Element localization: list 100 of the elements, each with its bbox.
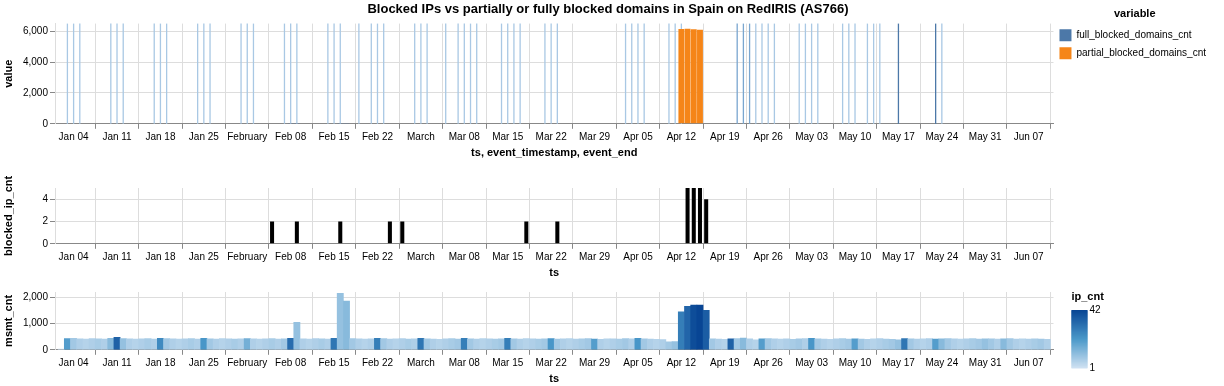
x-tick-label: May 31 bbox=[968, 250, 1003, 262]
color-bar-label: 42 bbox=[1089, 303, 1102, 315]
x-axis-title: ts, event_timestamp, event_end bbox=[471, 146, 638, 159]
bar bbox=[704, 199, 709, 244]
x-tick-label: Mar 15 bbox=[492, 250, 524, 262]
x-tick-label: Jan 25 bbox=[188, 250, 220, 262]
bar bbox=[1043, 338, 1051, 350]
color-bar-label: 1 bbox=[1089, 361, 1096, 373]
x-tick-label: Apr 12 bbox=[666, 130, 697, 142]
bar bbox=[1000, 338, 1008, 350]
x-tick-label: March bbox=[407, 130, 435, 142]
y-tick-label: 0 bbox=[42, 237, 49, 249]
bar bbox=[400, 221, 405, 244]
x-tick-label: Apr 05 bbox=[623, 130, 654, 142]
x-tick-label: Feb 15 bbox=[318, 356, 351, 368]
x-tick-label: Mar 29 bbox=[578, 130, 611, 142]
bar bbox=[387, 221, 392, 244]
x-tick-label: May 17 bbox=[882, 130, 916, 142]
x-tick-label: March bbox=[407, 250, 435, 262]
x-tick-label: Mar 29 bbox=[578, 250, 611, 262]
x-tick-label: Apr 19 bbox=[710, 250, 740, 262]
x-tick-label: Feb 08 bbox=[275, 130, 307, 142]
x-tick-label: February bbox=[227, 356, 268, 368]
x-tick-label: May 03 bbox=[795, 356, 829, 368]
bar bbox=[510, 338, 518, 350]
bar bbox=[691, 188, 696, 244]
y-tick-label: 6,000 bbox=[22, 25, 49, 37]
y-tick-label: 1,000 bbox=[22, 317, 49, 329]
bar bbox=[343, 300, 350, 350]
y-tick-label: 2,000 bbox=[22, 86, 49, 98]
x-tick-label: Apr 05 bbox=[623, 356, 654, 368]
x-tick-label: Jun 07 bbox=[1013, 356, 1045, 368]
x-tick-label: Mar 15 bbox=[492, 130, 524, 142]
bar bbox=[907, 338, 915, 350]
x-tick-label: February bbox=[227, 250, 268, 262]
x-tick-label: March bbox=[407, 356, 435, 368]
bar bbox=[107, 337, 115, 350]
x-tick-label: May 24 bbox=[925, 356, 959, 368]
x-tick-label: May 24 bbox=[925, 130, 959, 142]
x-tick-label: Jun 07 bbox=[1013, 250, 1045, 262]
x-tick-label: Jan 18 bbox=[145, 130, 176, 142]
x-tick-label: Jun 07 bbox=[1013, 130, 1045, 142]
y-axis-title: msmt_cnt bbox=[1, 294, 14, 347]
x-tick-label: Mar 08 bbox=[448, 130, 481, 142]
x-tick-label: Jan 04 bbox=[58, 356, 90, 368]
bar bbox=[938, 338, 946, 350]
bar bbox=[697, 188, 702, 244]
x-tick-label: May 03 bbox=[795, 250, 829, 262]
x-tick-label: Jan 11 bbox=[102, 250, 133, 262]
x-tick-label: Feb 15 bbox=[318, 250, 351, 262]
x-tick-label: May 17 bbox=[882, 356, 916, 368]
bar bbox=[417, 337, 425, 350]
x-tick-label: May 31 bbox=[968, 356, 1003, 368]
bar bbox=[293, 321, 301, 350]
x-tick-label: Apr 12 bbox=[666, 356, 697, 368]
bar bbox=[555, 221, 560, 244]
bar bbox=[294, 221, 299, 244]
x-tick-label: Apr 05 bbox=[623, 250, 654, 262]
bar bbox=[200, 337, 208, 350]
x-tick-label: Jan 04 bbox=[58, 130, 90, 142]
x-tick-label: Feb 15 bbox=[318, 130, 351, 142]
x-tick-label: Jan 11 bbox=[102, 356, 133, 368]
y-tick-label: 4,000 bbox=[22, 55, 49, 67]
x-tick-label: Jan 18 bbox=[145, 250, 176, 262]
bar bbox=[702, 310, 710, 350]
y-tick-label: 2,000 bbox=[22, 291, 49, 302]
legend-label: partial_blocked_domains_cnt bbox=[1076, 46, 1207, 58]
x-tick-label: Feb 22 bbox=[361, 130, 394, 142]
x-tick-label: Jan 04 bbox=[58, 250, 90, 262]
x-tick-label: Mar 29 bbox=[578, 356, 611, 368]
y-tick-label: 0 bbox=[42, 117, 49, 129]
x-tick-label: May 10 bbox=[838, 130, 872, 142]
y-tick-label: 2 bbox=[42, 215, 49, 227]
x-tick-label: Mar 22 bbox=[535, 250, 568, 262]
legend-title: variable bbox=[1113, 6, 1156, 19]
y-axis-title: blocked_ip_cnt bbox=[1, 175, 14, 256]
bar bbox=[685, 188, 690, 244]
bar bbox=[270, 221, 275, 244]
x-tick-label: Feb 08 bbox=[275, 250, 307, 262]
x-tick-label: Mar 08 bbox=[448, 356, 481, 368]
x-tick-label: Apr 26 bbox=[753, 130, 784, 142]
bar bbox=[338, 221, 343, 244]
x-tick-label: Apr 19 bbox=[710, 356, 740, 368]
x-tick-label: Jan 25 bbox=[188, 356, 220, 368]
y-tick-label: 0 bbox=[42, 343, 49, 355]
y-axis-title: value bbox=[1, 59, 14, 88]
x-tick-label: Apr 26 bbox=[753, 356, 784, 368]
x-tick-label: May 10 bbox=[838, 250, 872, 262]
x-tick-label: Apr 26 bbox=[753, 250, 784, 262]
x-tick-label: Jan 25 bbox=[188, 130, 220, 142]
x-tick-label: Feb 22 bbox=[361, 356, 394, 368]
x-tick-label: Feb 08 bbox=[275, 356, 307, 368]
x-tick-label: May 31 bbox=[968, 130, 1003, 142]
x-tick-label: Mar 15 bbox=[492, 356, 524, 368]
x-tick-label: Mar 08 bbox=[448, 250, 481, 262]
x-tick-label: Jan 11 bbox=[102, 130, 133, 142]
chart-title: Blocked IPs vs partially or fully blocked domains in Spain on RedIRIS (AS766) bbox=[367, 1, 849, 17]
x-tick-label: Apr 19 bbox=[710, 130, 740, 142]
x-axis-title: ts bbox=[549, 372, 560, 385]
x-tick-label: Feb 22 bbox=[361, 250, 394, 262]
